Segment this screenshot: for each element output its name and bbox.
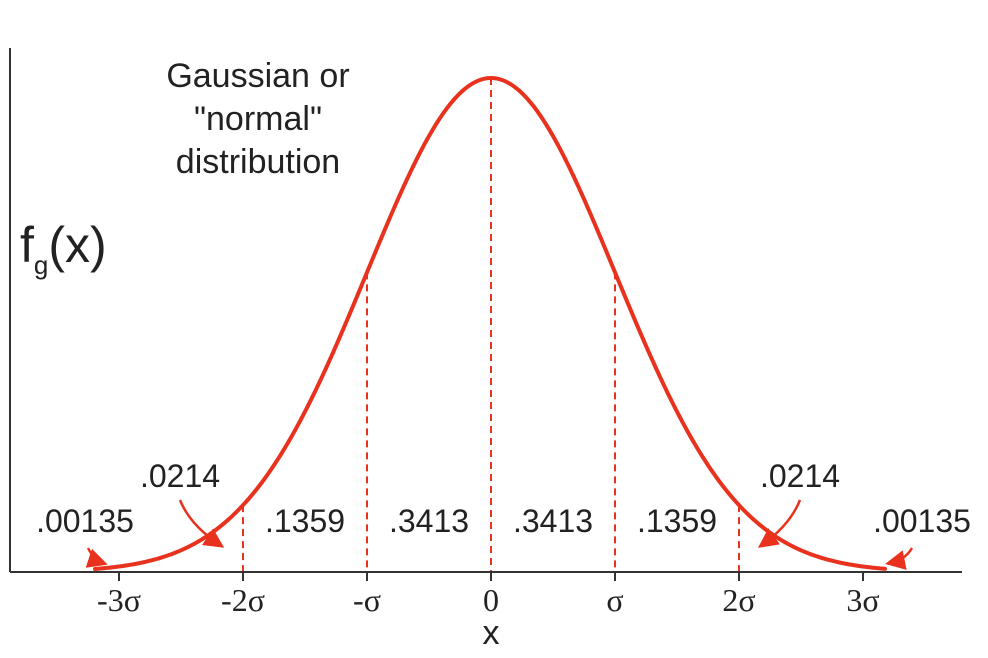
x-tick-label: -σ [353,582,381,618]
x-tick-label: 2σ [722,582,755,618]
title-line-1: Gaussian or [166,57,349,95]
x-tick-label: 0 [483,582,499,618]
y-label-sub: g [34,250,48,280]
x-tick-label: -3σ [97,582,141,618]
pointer-arrow-icon [85,547,108,568]
tick-layer: -3σ -2σ -σ 0 σ 2σ 3σ [97,572,880,618]
pointer-arrow-icon [757,499,802,548]
tail-probability-label: .00135 [36,503,134,539]
region-probability-label: .1359 [637,503,717,539]
arrow-layer [85,499,914,570]
axis-layer [9,48,962,573]
x-axis-label: x [483,614,500,652]
tail-probability-label: .00135 [873,503,971,539]
x-tick-label: 3σ [846,582,879,618]
title-line-3: distribution [176,143,340,181]
y-label-paren: (x) [48,217,106,273]
label-layer: Gaussian or "normal" distribution fg(x) … [20,57,500,652]
title-line-2: "normal" [194,100,322,138]
y-label-main: f [20,217,34,273]
x-tick-label: -2σ [221,582,265,618]
x-tick-label: σ [606,582,623,618]
curve-layer [93,75,887,572]
probability-labels: .0214.1359.3413.3413.1359.0214.00135.001… [36,458,971,539]
region-probability-label: .3413 [513,503,593,539]
pointer-arrow-icon [885,547,914,570]
pointer-arrow-icon [178,499,225,548]
region-probability-label: .0214 [140,458,220,494]
y-axis-label: fg(x) [20,217,107,280]
region-probability-label: .0214 [760,458,840,494]
region-probability-label: .3413 [389,503,469,539]
region-probability-label: .1359 [265,503,345,539]
